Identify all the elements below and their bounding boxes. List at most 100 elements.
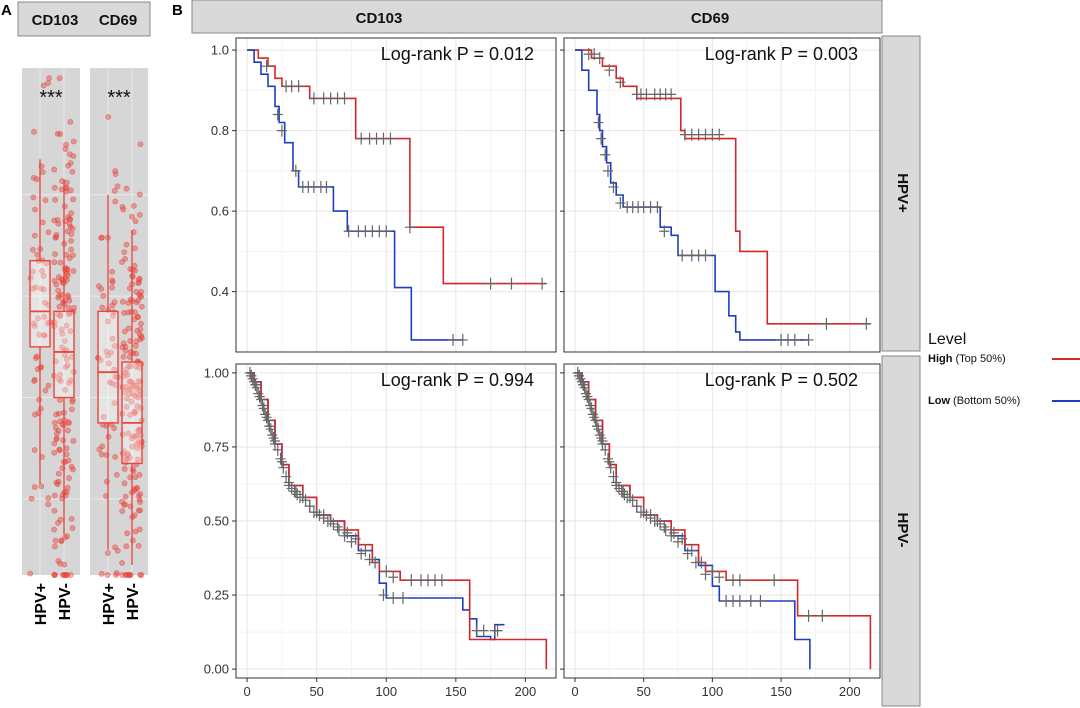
data-point bbox=[66, 475, 72, 481]
data-point bbox=[51, 543, 58, 550]
data-point bbox=[33, 353, 40, 360]
censor-mark bbox=[652, 515, 663, 527]
data-point bbox=[65, 304, 72, 311]
data-point bbox=[28, 495, 35, 502]
data-point bbox=[35, 315, 41, 322]
censor-mark bbox=[332, 520, 343, 533]
data-point bbox=[134, 403, 141, 410]
censor-mark bbox=[265, 423, 276, 436]
data-point bbox=[70, 437, 77, 444]
data-point bbox=[132, 343, 139, 349]
data-point bbox=[138, 320, 144, 327]
censor-mark bbox=[600, 443, 611, 456]
censor-mark bbox=[631, 500, 642, 513]
data-point bbox=[68, 246, 74, 253]
data-point bbox=[63, 451, 70, 458]
censor-mark bbox=[624, 491, 635, 504]
censor-mark bbox=[506, 277, 517, 290]
censor-mark bbox=[593, 423, 604, 436]
censor-mark bbox=[677, 532, 688, 545]
censor-mark bbox=[360, 544, 371, 557]
censor-mark bbox=[290, 164, 301, 177]
data-point bbox=[100, 413, 107, 420]
censor-mark bbox=[586, 402, 597, 415]
data-point bbox=[52, 251, 58, 257]
data-point bbox=[135, 394, 142, 401]
data-point bbox=[106, 379, 113, 386]
censor-mark bbox=[290, 485, 301, 498]
censor-mark bbox=[388, 592, 399, 605]
data-point bbox=[45, 382, 52, 389]
censor-mark bbox=[268, 432, 279, 445]
box-body bbox=[53, 310, 75, 399]
censor-mark bbox=[311, 506, 322, 519]
data-point bbox=[70, 466, 76, 473]
censor-mark bbox=[652, 201, 663, 214]
data-point bbox=[63, 277, 70, 284]
data-point bbox=[61, 338, 68, 344]
censor-mark bbox=[817, 609, 828, 622]
survival-curve-high bbox=[247, 49, 547, 285]
censor-mark bbox=[258, 402, 269, 415]
censor-mark bbox=[803, 333, 814, 346]
censor-mark bbox=[256, 393, 267, 406]
data-point bbox=[122, 255, 129, 262]
censor-mark bbox=[293, 80, 304, 93]
data-point bbox=[63, 445, 70, 452]
y-tick-label: 0.50 bbox=[204, 514, 229, 529]
data-point bbox=[67, 572, 74, 578]
data-point bbox=[64, 362, 71, 369]
panel-b-column-strip bbox=[191, 0, 883, 34]
y-tick-label: 1.0 bbox=[211, 43, 229, 58]
data-point bbox=[112, 453, 119, 460]
data-point bbox=[137, 491, 144, 497]
data-point bbox=[64, 179, 70, 186]
data-point bbox=[123, 543, 130, 550]
censor-mark bbox=[645, 509, 656, 522]
data-point bbox=[53, 430, 60, 437]
data-point bbox=[33, 176, 40, 183]
box-category-label: HPV+ bbox=[33, 583, 50, 625]
data-point bbox=[37, 405, 44, 412]
data-point bbox=[109, 279, 116, 285]
data-point bbox=[68, 210, 75, 217]
data-point bbox=[123, 185, 130, 192]
data-point bbox=[133, 350, 140, 357]
censor-mark bbox=[789, 333, 800, 346]
data-point bbox=[69, 406, 75, 413]
censor-mark bbox=[276, 455, 287, 468]
survival-plot: 0.4 0.6 0.8 1.0 Log-rank P = 0.012 bbox=[211, 37, 557, 353]
data-point bbox=[103, 478, 110, 485]
censor-mark bbox=[436, 574, 447, 587]
data-point bbox=[136, 191, 143, 198]
data-point bbox=[99, 443, 106, 450]
censor-mark bbox=[246, 369, 257, 382]
data-point bbox=[31, 447, 38, 453]
y-tick-label: 0.4 bbox=[211, 284, 229, 299]
data-point bbox=[131, 410, 138, 417]
data-point bbox=[124, 530, 131, 537]
data-point bbox=[51, 259, 58, 266]
data-point bbox=[123, 241, 130, 248]
data-point bbox=[56, 75, 63, 82]
data-point bbox=[51, 492, 58, 499]
data-point bbox=[62, 146, 69, 152]
censor-mark bbox=[659, 225, 670, 238]
data-point bbox=[31, 484, 38, 490]
data-point bbox=[135, 456, 141, 463]
data-point bbox=[126, 572, 133, 578]
data-point bbox=[98, 570, 105, 577]
row-label-hpv-pos: HPV+ bbox=[894, 173, 911, 213]
data-point bbox=[45, 495, 52, 501]
data-point bbox=[135, 542, 142, 549]
significance-stars: *** bbox=[107, 87, 131, 109]
censor-mark bbox=[769, 574, 780, 587]
data-point bbox=[52, 196, 59, 203]
data-point bbox=[51, 277, 58, 284]
data-point bbox=[41, 313, 48, 320]
data-point bbox=[55, 274, 62, 280]
log-rank-annotation: Log-rank P = 0.012 bbox=[381, 44, 534, 64]
data-point bbox=[30, 194, 37, 201]
data-point bbox=[138, 303, 145, 310]
